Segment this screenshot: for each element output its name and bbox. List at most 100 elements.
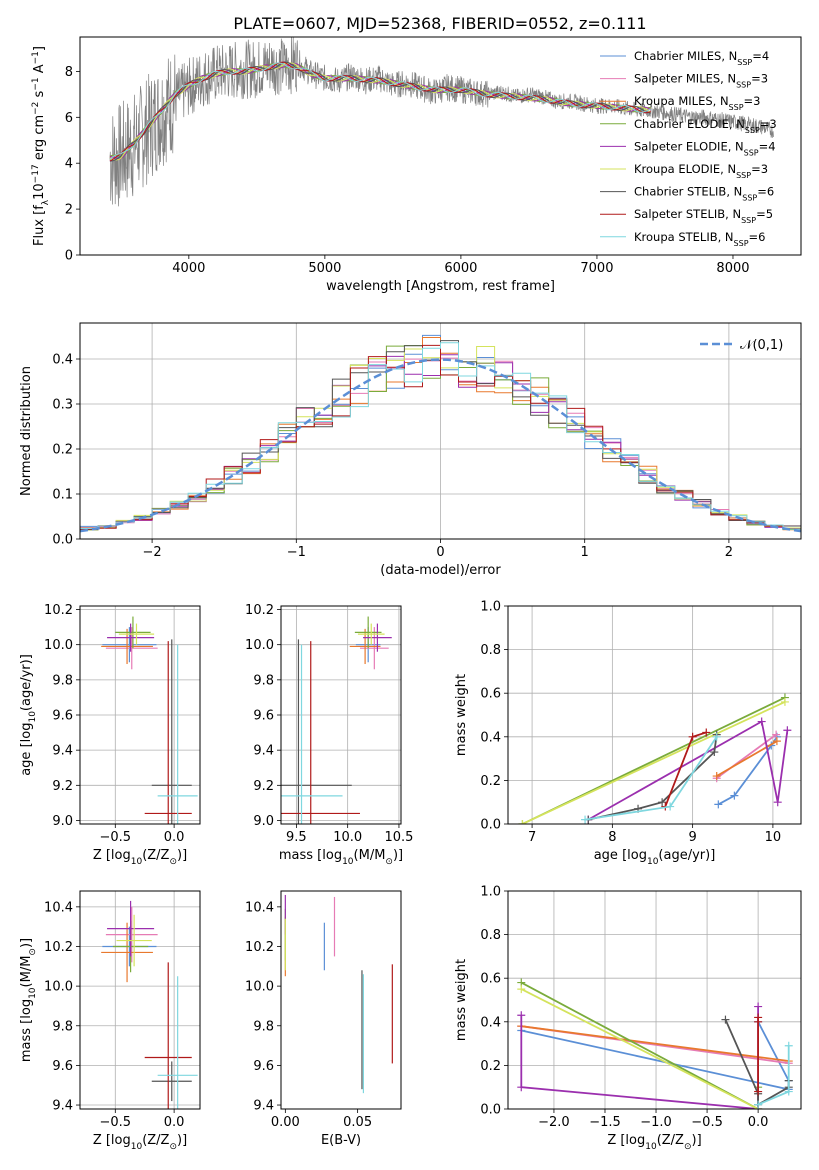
- weight-marker-0: [714, 800, 723, 809]
- x-tick-label: 5000: [308, 261, 341, 276]
- panel-residuals: −2 −1 0 1 2 0.0 0.1 0.2 0.3 0.4 (data-model)/error…: [19, 322, 802, 578]
- model-spectrum-8: [109, 62, 651, 160]
- y-tick-label: 0.6: [480, 687, 501, 702]
- x-tick-label: −1.5: [589, 1115, 621, 1130]
- y-tick-label: 0.1: [52, 488, 73, 503]
- x-tick-label: −0.5: [100, 830, 132, 845]
- panel-age_vs_Z: −0.5 0.0 9.0 9.2 9.4 9.6 9.8 10.0 10.2 Z [log10(Z…: [19, 603, 201, 867]
- weight-line-6: [588, 734, 718, 821]
- x-tick-label: 1: [581, 545, 589, 560]
- x-tick-label: 10.0: [333, 830, 362, 845]
- x-axis-label: age [log10(age/yr)]: [594, 848, 716, 867]
- plot-area: [80, 334, 801, 533]
- weight-line-5: [522, 701, 786, 824]
- y-tick-label: 10.2: [44, 603, 73, 618]
- y-tick-label: 10.0: [44, 638, 73, 653]
- legend-label: Chabrier STELIB, NSSP=6: [634, 185, 774, 203]
- weight-marker-7: [688, 732, 697, 741]
- x-tick-label: −0.5: [691, 1115, 723, 1130]
- weight-marker-8: [666, 802, 675, 811]
- weight-marker-7: [754, 1087, 763, 1096]
- y-tick-label: 0.6: [480, 972, 501, 987]
- y-tick-label: 4: [65, 157, 73, 172]
- weight-marker-4: [783, 726, 792, 735]
- legend-label: 𝒩(0,1): [740, 338, 783, 353]
- weight-marker-0: [730, 791, 739, 800]
- y-tick-label: 0: [65, 249, 73, 264]
- x-tick-label: 4000: [172, 261, 205, 276]
- plot-area: [517, 978, 793, 1109]
- legend-label: Kroupa ELODIE, NSSP=3: [634, 162, 768, 180]
- weight-marker-1: [772, 730, 781, 739]
- weight-line-5: [520, 988, 759, 1109]
- y-axis-label: mass [log10(M/M⊙)]: [19, 938, 38, 1062]
- plot-area: [281, 616, 392, 824]
- plot-area: [109, 37, 774, 207]
- panel-massweight_vs_age: 7 8 9 10 0.0 0.2 0.4 0.6 0.8 1.0 age [log10(age/yr…: [454, 600, 802, 867]
- plot-area: [101, 616, 198, 824]
- weight-marker-4: [773, 798, 782, 807]
- weight-line-2: [521, 1025, 789, 1062]
- x-axis-label: Z [log10(Z/Z⊙)]: [93, 1133, 187, 1152]
- weight-marker-8: [581, 815, 590, 824]
- y-tick-label: 0.0: [480, 1103, 501, 1118]
- y-tick-label: 0.2: [480, 774, 501, 789]
- panel-age_vs_mass: 9.5 10.0 10.5 9.0 9.2 9.4 9.6 9.8 10.0 10.2 mass […: [245, 603, 413, 867]
- weight-marker-8: [754, 1100, 763, 1109]
- legend-label: Kroupa STELIB, NSSP=6: [634, 230, 765, 248]
- x-axis-label: (data-model)/error: [380, 563, 501, 578]
- y-tick-label: 9.8: [52, 1019, 73, 1034]
- y-tick-label: 10.4: [245, 900, 274, 915]
- x-axis-label: wavelength [Angstrom, rest frame]: [326, 279, 555, 294]
- y-tick-label: 9.6: [253, 1059, 274, 1074]
- legend-label: Kroupa MILES, NSSP=3: [634, 94, 760, 112]
- x-tick-label: −2: [143, 545, 162, 560]
- x-tick-label: 2: [725, 545, 733, 560]
- x-tick-label: 9.5: [286, 830, 307, 845]
- weight-marker-8: [784, 1087, 793, 1096]
- y-axis-label: mass weight: [454, 959, 469, 1041]
- legend-label: Chabrier ELODIE, NSSP=3: [634, 117, 777, 135]
- y-tick-label: 8: [65, 65, 73, 80]
- plot-area: [518, 693, 792, 824]
- axes-frame: [280, 605, 402, 825]
- figure-title: PLATE=0607, MJD=52368, FIBERID=0552, z=0…: [233, 14, 646, 33]
- y-axis-label: age [log10(age/yr)]: [19, 654, 38, 776]
- weight-marker-4: [754, 1002, 763, 1011]
- y-tick-label: 0.4: [52, 353, 73, 368]
- y-tick-label: 9.8: [253, 1019, 274, 1034]
- y-tick-label: 10.0: [44, 980, 73, 995]
- x-tick-label: 9: [688, 830, 696, 845]
- axes-frame: [79, 36, 802, 256]
- y-tick-label: 9.4: [52, 744, 73, 759]
- plot-area: [101, 900, 198, 1109]
- y-tick-label: 0.4: [480, 730, 501, 745]
- panel-spectrum: 4000 5000 6000 7000 8000 0 2 4 6 8 wavelength [Ang…: [31, 36, 802, 294]
- plot-area: [284, 894, 393, 1094]
- x-tick-label: −1.0: [640, 1115, 672, 1130]
- y-tick-label: 10.2: [245, 603, 274, 618]
- x-tick-label: 0.0: [164, 1115, 185, 1130]
- weight-marker-7: [702, 728, 711, 737]
- x-tick-label: 8: [608, 830, 616, 845]
- x-axis-label: Z [log10(Z/Z⊙)]: [607, 1133, 701, 1152]
- weight-line-8: [584, 736, 718, 821]
- x-tick-label: −2.0: [538, 1115, 570, 1130]
- y-tick-label: 9.0: [52, 814, 73, 829]
- y-tick-label: 9.6: [52, 1059, 73, 1074]
- model-spectrum-6: [109, 61, 651, 162]
- x-tick-label: −1: [287, 545, 306, 560]
- y-tick-label: 9.2: [253, 779, 274, 794]
- y-tick-label: 10.0: [245, 638, 274, 653]
- x-axis-label: Z [log10(Z/Z⊙)]: [93, 848, 187, 867]
- x-tick-label: 0.0: [164, 830, 185, 845]
- weight-marker-5: [780, 697, 789, 706]
- weight-marker-4: [517, 1083, 526, 1092]
- weight-marker-2: [712, 772, 721, 781]
- axes-frame: [79, 605, 201, 825]
- legend: 𝒩(0,1): [700, 338, 783, 353]
- weight-marker-4: [757, 717, 766, 726]
- legend-label: Salpeter STELIB, NSSP=5: [634, 207, 773, 225]
- legend-label: Chabrier MILES, NSSP=4: [634, 49, 769, 67]
